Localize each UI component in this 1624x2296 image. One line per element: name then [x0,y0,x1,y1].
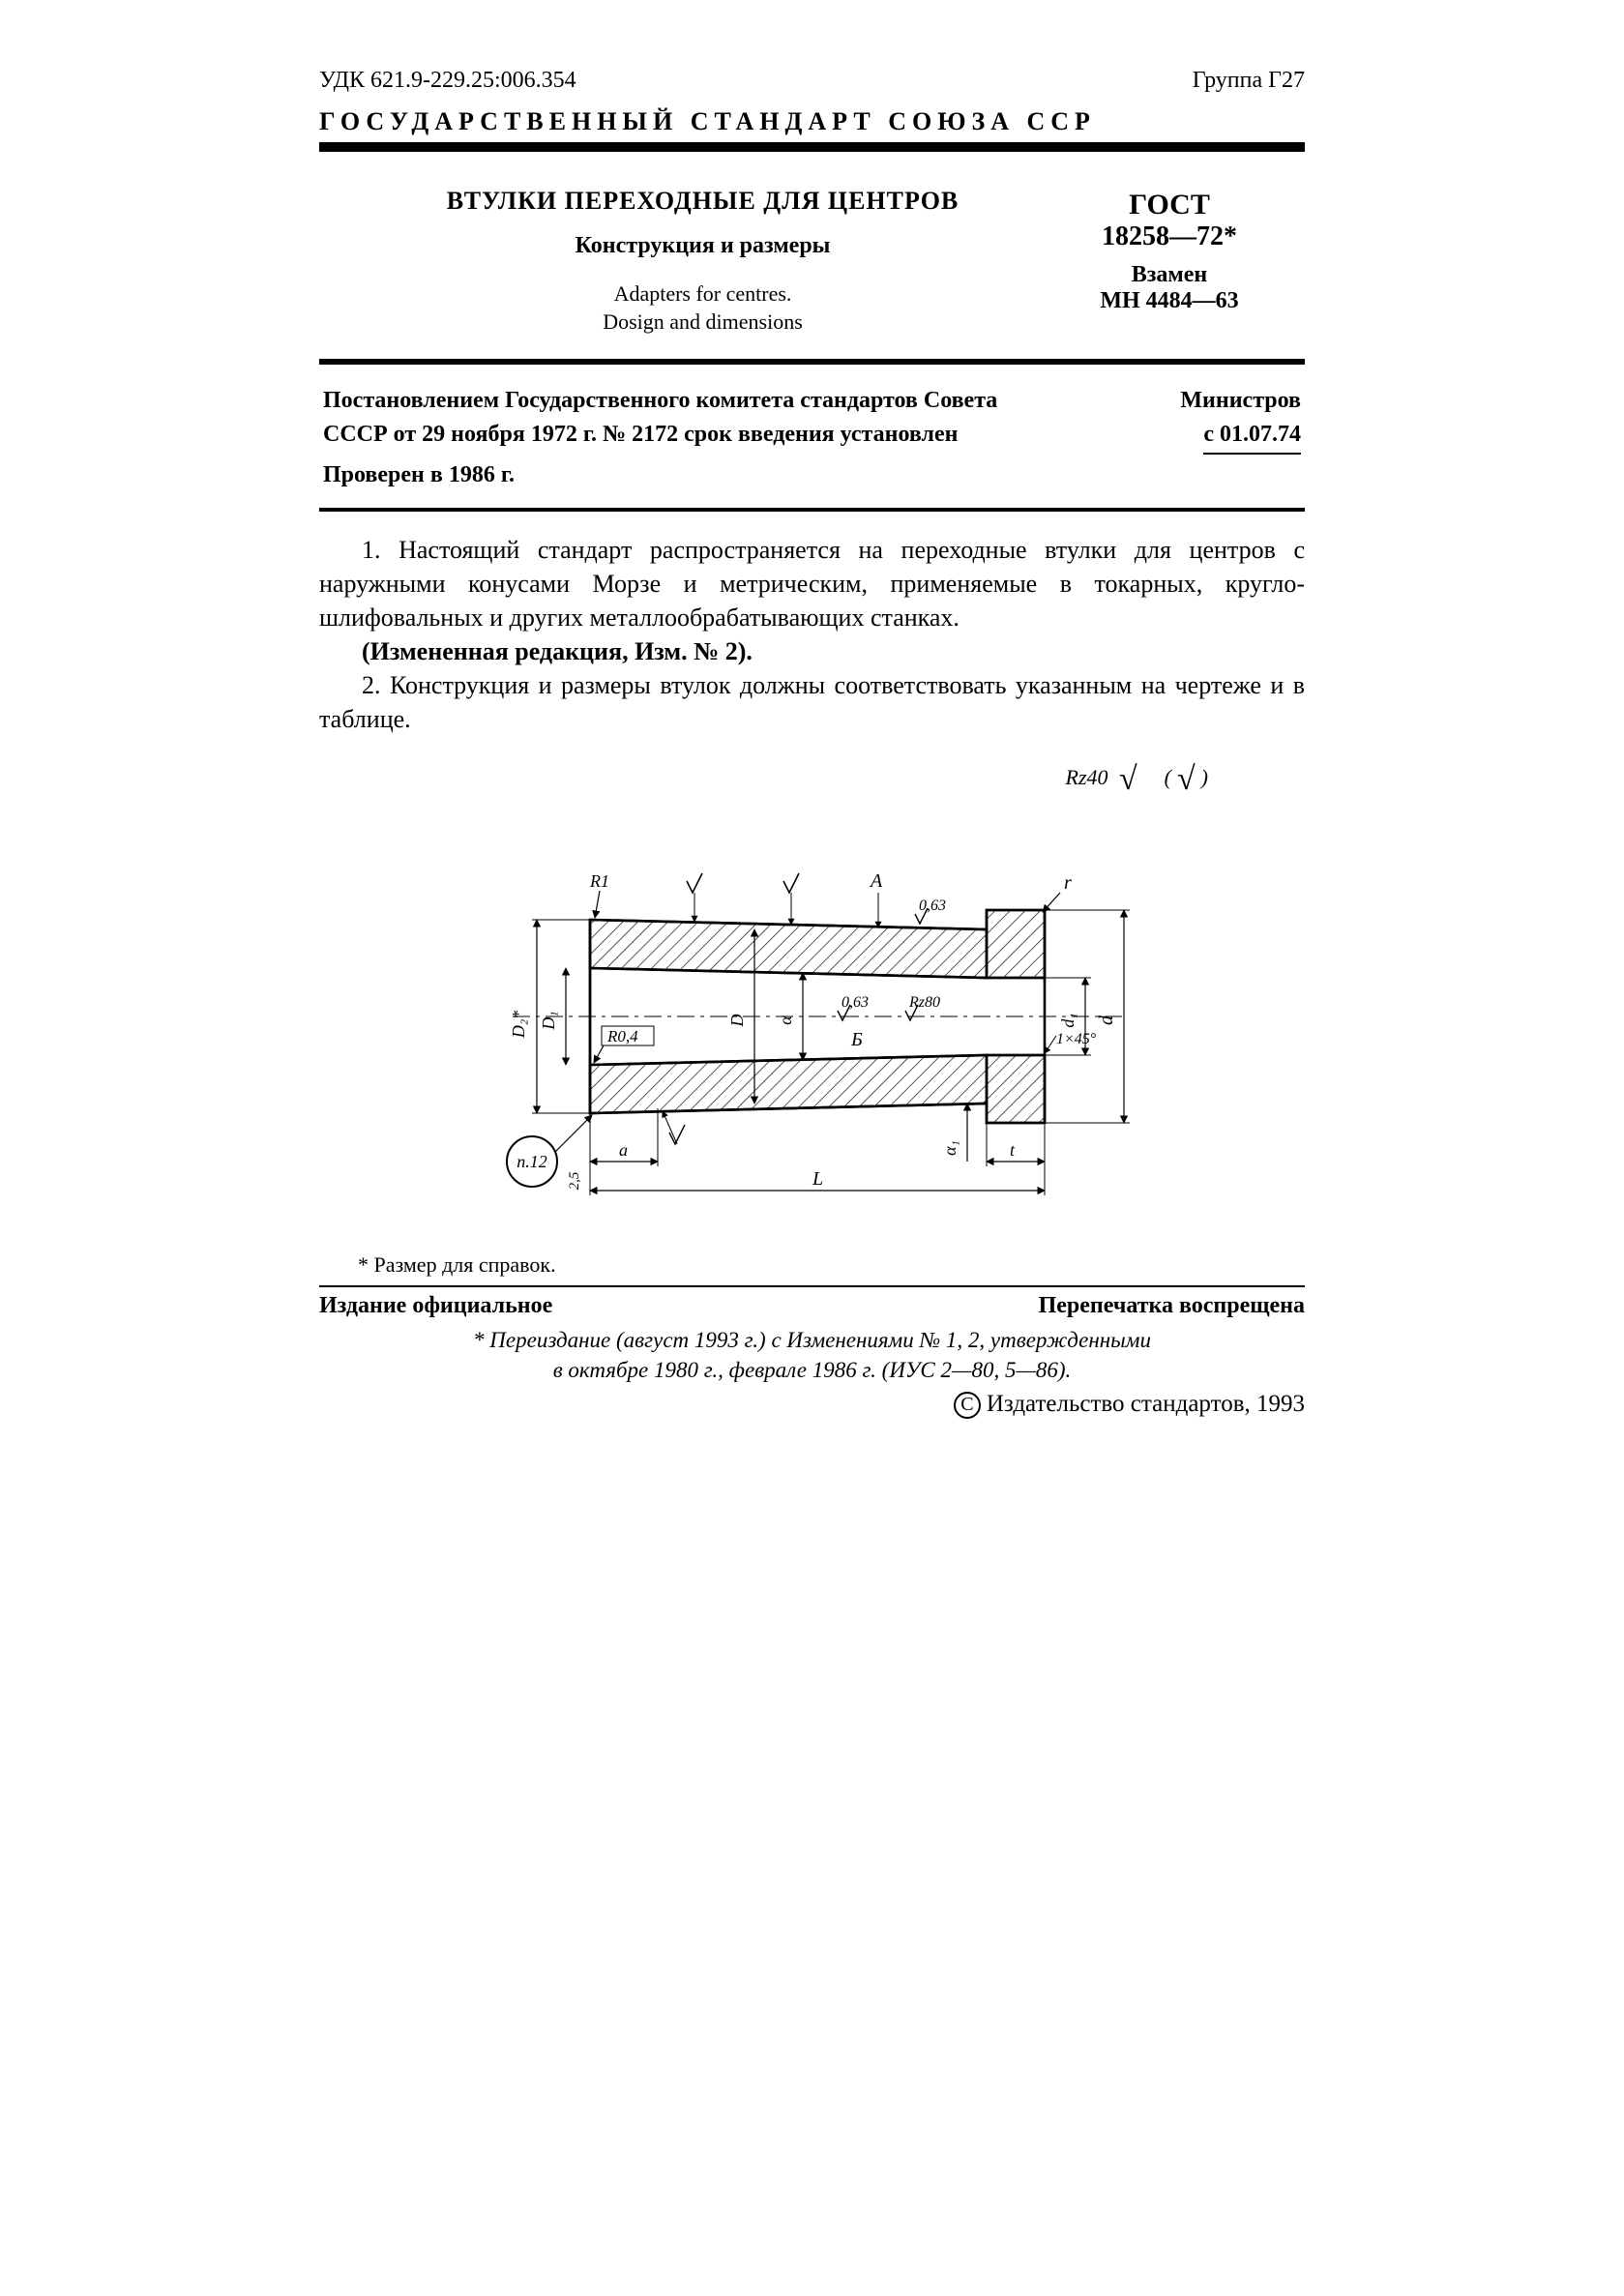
footer-left: Издание официальное [319,1293,552,1319]
dim-D: D [727,1015,747,1028]
title-main: ВТУЛКИ ПЕРЕХОДНЫЕ ДЛЯ ЦЕНТРОВ [362,187,1044,216]
group-code: Группа Г27 [1193,68,1305,94]
label-R1: R1 [589,871,609,891]
footer-copyright: СИздательство стандартов, 1993 [319,1391,1305,1419]
state-standard-banner: ГОСУДАРСТВЕННЫЙ СТАНДАРТ СОЮЗА ССР [319,105,1305,152]
paragraph-1-amend: (Измененная редакция, Изм. № 2). [319,634,1305,668]
dim-D1: D₁ [539,1012,558,1031]
title-left: ВТУЛКИ ПЕРЕХОДНЫЕ ДЛЯ ЦЕНТРОВ Конструкци… [362,187,1044,336]
dim-gap: 2,5 [567,1171,582,1190]
rz40-label: Rz40 [1066,765,1108,789]
body-text: 1. Настоящий стандарт распространяется н… [319,533,1305,737]
paragraph-1: 1. Настоящий стандарт распространяется н… [319,533,1305,634]
label-B: Б [850,1029,863,1050]
reprint-line-2: в октябре 1980 г., феврале 1986 г. (ИУС … [319,1355,1305,1385]
technical-drawing: D₂* D₁ R1 A 0,63 r D [445,813,1180,1239]
decree-line1-right: Министров [1180,384,1301,418]
dim-d1: d₁ [1058,1014,1078,1028]
page: УДК 621.9-229.25:006.354 Группа Г27 ГОСУ… [0,0,1624,2296]
label-063-top: 0,63 [919,898,946,914]
label-r: r [1064,872,1072,894]
check-icon-2: √ [1177,761,1196,797]
dim-alpha1: α₁ [940,1140,960,1156]
title-subtitle: Конструкция и размеры [362,233,1044,259]
label-R04: R0,4 [606,1027,638,1045]
decree-checked: Проверен в 1986 г. [323,458,1301,492]
dim-alpha: α [776,1016,795,1025]
reprint-line-1: * Переиздание (август 1993 г.) с Изменен… [319,1325,1305,1355]
paren-open: ( [1165,765,1171,789]
title-en-1: Adapters for centres. [362,280,1044,309]
footer-row: Издание официальное Перепечатка воспреще… [319,1293,1305,1319]
gost-label: ГОСТ [1044,189,1295,221]
decree-block: Постановлением Государственного комитета… [319,384,1305,511]
copyright-icon: С [954,1392,981,1419]
check-icon: √ [1119,761,1137,797]
footer-right: Перепечатка воспрещена [1039,1293,1305,1319]
udk-code: УДК 621.9-229.25:006.354 [319,68,576,94]
label-n12: п.12 [517,1152,547,1171]
label-chamfer: 1×45° [1056,1031,1097,1047]
paren-close: ) [1201,765,1208,789]
dim-D2: D₂* [509,1011,528,1039]
decree-line2: СССР от 29 ноября 1972 г. № 2172 срок вв… [323,418,958,455]
title-en-2: Dosign and dimensions [362,309,1044,337]
paragraph-2: 2. Конструкция и размеры втулок должны с… [319,668,1305,736]
gost-number: 18258—72* [1044,221,1295,252]
label-A: A [869,870,883,892]
vzamen-number: МН 4484—63 [1044,288,1295,314]
dim-t: t [1010,1140,1016,1160]
reference-note: * Размер для справок. [319,1247,1305,1287]
dim-L: L [812,1168,823,1190]
drawing-container: D₂* D₁ R1 A 0,63 r D [319,813,1305,1239]
decree-date: с 01.07.74 [1203,418,1301,455]
title-block: ВТУЛКИ ПЕРЕХОДНЫЕ ДЛЯ ЦЕНТРОВ Конструкци… [319,187,1305,365]
footer-reprint: * Переиздание (август 1993 г.) с Изменен… [319,1325,1305,1385]
top-meta-row: УДК 621.9-229.25:006.354 Группа Г27 [319,68,1305,94]
copyright-text: Издательство стандартов, 1993 [987,1391,1305,1417]
dim-d: d [1096,1015,1117,1025]
label-063-mid: 0,63 [842,994,869,1011]
dim-a: a [619,1140,628,1160]
label-Rz80: Rz80 [908,994,940,1011]
gost-block: ГОСТ 18258—72* Взамен МН 4484—63 [1044,187,1295,314]
decree-line1-left: Постановлением Государственного комитета… [323,384,997,418]
surface-finish-symbols: Rz40 √ (√) [319,761,1305,798]
vzamen-label: Взамен [1044,262,1295,288]
